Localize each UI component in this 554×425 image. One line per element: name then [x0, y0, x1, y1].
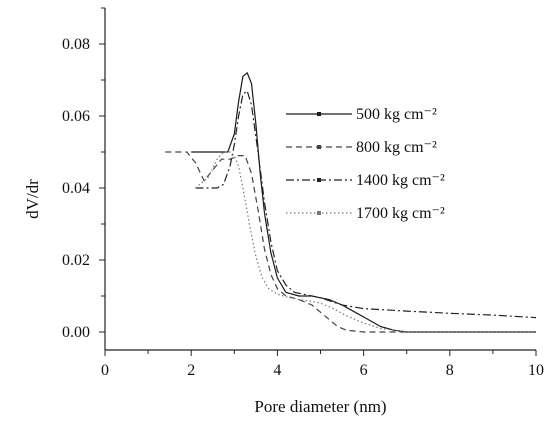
x-axis: 0 2 4 6 8 10	[101, 349, 544, 379]
y-tick-label: 0.04	[62, 180, 90, 197]
legend-marker-3	[317, 178, 321, 182]
y-axis-title: dV/dr	[23, 179, 42, 219]
series-line-3	[195, 90, 537, 319]
x-tick-label: 8	[446, 362, 454, 379]
legend-marker-2	[317, 145, 321, 149]
y-tick-label: 0.02	[62, 252, 90, 269]
series-line-2	[165, 151, 536, 333]
x-axis-title: Pore diameter (nm)	[254, 397, 386, 416]
legend-label-3: 1400 kg cm⁻²	[356, 172, 445, 189]
x-tick-label: 2	[187, 362, 195, 379]
x-tick-label: 4	[273, 362, 281, 379]
x-tick-label: 10	[528, 362, 544, 379]
legend: 500 kg cm⁻² 800 kg cm⁻² 1400 kg cm⁻² 1700 k…	[286, 106, 445, 222]
y-axis: 0.00 0.02 0.04 0.06 0.08	[62, 7, 106, 350]
series-line-4	[195, 151, 536, 333]
legend-marker-4	[317, 211, 321, 215]
legend-marker-1	[317, 112, 321, 116]
legend-label-2: 800 kg cm⁻²	[356, 139, 437, 156]
x-tick-label: 6	[360, 362, 368, 379]
y-tick-label: 0.00	[62, 324, 90, 341]
x-tick-label: 0	[101, 362, 109, 379]
series-layer	[165, 72, 537, 333]
y-tick-label: 0.06	[62, 108, 90, 125]
legend-label-4: 1700 kg cm⁻²	[356, 205, 445, 222]
legend-label-1: 500 kg cm⁻²	[356, 106, 437, 123]
y-tick-label: 0.08	[62, 36, 90, 53]
